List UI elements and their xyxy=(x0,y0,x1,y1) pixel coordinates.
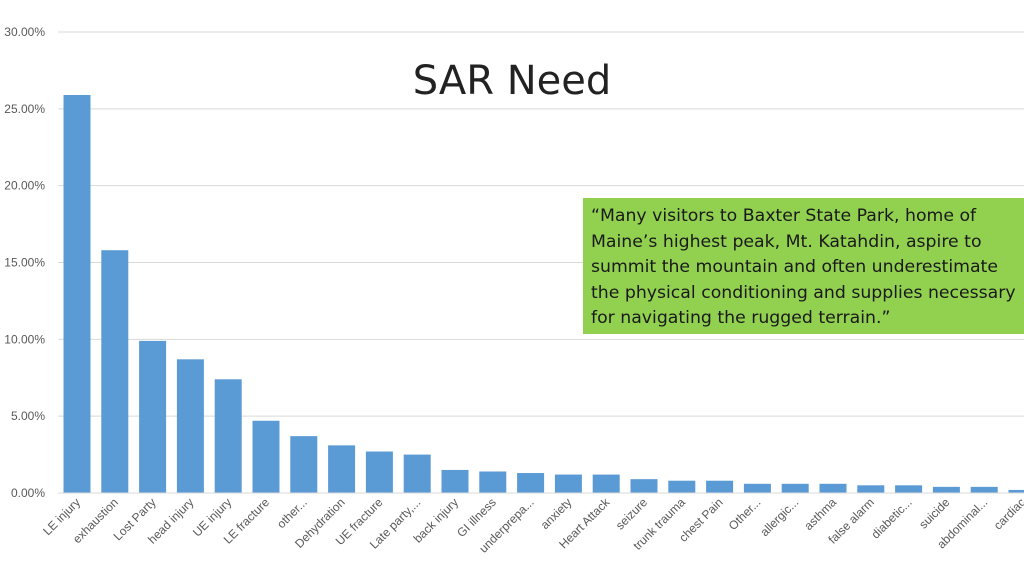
y-tick-label: 15.00% xyxy=(4,256,45,270)
y-tick-label: 30.00% xyxy=(4,25,45,39)
y-tick-label: 20.00% xyxy=(4,179,45,193)
bar xyxy=(932,486,960,493)
bar xyxy=(819,483,847,493)
bar xyxy=(857,485,885,493)
bar xyxy=(668,480,696,493)
bar xyxy=(252,420,280,493)
quote-callout: “Many visitors to Baxter State Park, hom… xyxy=(583,198,1024,334)
bar xyxy=(101,250,129,493)
bar xyxy=(1008,489,1024,493)
bar xyxy=(328,445,356,493)
bar xyxy=(743,483,771,493)
x-tick-label: allergic... xyxy=(757,495,801,539)
x-tick-label: seizure xyxy=(613,495,650,532)
bar xyxy=(895,485,923,493)
bar xyxy=(214,379,242,493)
bar xyxy=(441,469,469,493)
bar xyxy=(706,480,734,493)
bar xyxy=(781,483,809,493)
y-tick-label: 5.00% xyxy=(11,409,45,423)
bar xyxy=(63,95,91,494)
bar xyxy=(554,474,582,493)
x-tick-label: other... xyxy=(274,495,310,531)
x-tick-label: diabetic... xyxy=(868,495,914,541)
bar xyxy=(365,451,393,493)
y-axis-ticks: 0.00% 5.00% 10.00% 15.00% 20.00% 25.00% 30.00% xyxy=(4,25,45,500)
x-tick-label: Other... xyxy=(726,495,764,533)
bar xyxy=(479,471,507,493)
bar xyxy=(176,359,204,493)
x-tick-label: anxiety xyxy=(538,495,575,532)
chart-title: SAR Need xyxy=(412,58,612,104)
x-tick-label: suicide xyxy=(916,495,953,532)
bar xyxy=(592,474,620,493)
bar xyxy=(403,454,431,493)
y-tick-label: 25.00% xyxy=(4,102,45,116)
bar xyxy=(517,473,545,493)
y-tick-label: 0.00% xyxy=(11,486,45,500)
bar xyxy=(290,436,318,493)
x-tick-label: cardiac xyxy=(991,495,1024,532)
gridlines xyxy=(58,31,1024,417)
bar xyxy=(139,340,167,493)
bar xyxy=(630,479,658,493)
bars xyxy=(63,95,1024,494)
y-tick-label: 10.00% xyxy=(4,332,45,346)
bar xyxy=(970,486,998,493)
